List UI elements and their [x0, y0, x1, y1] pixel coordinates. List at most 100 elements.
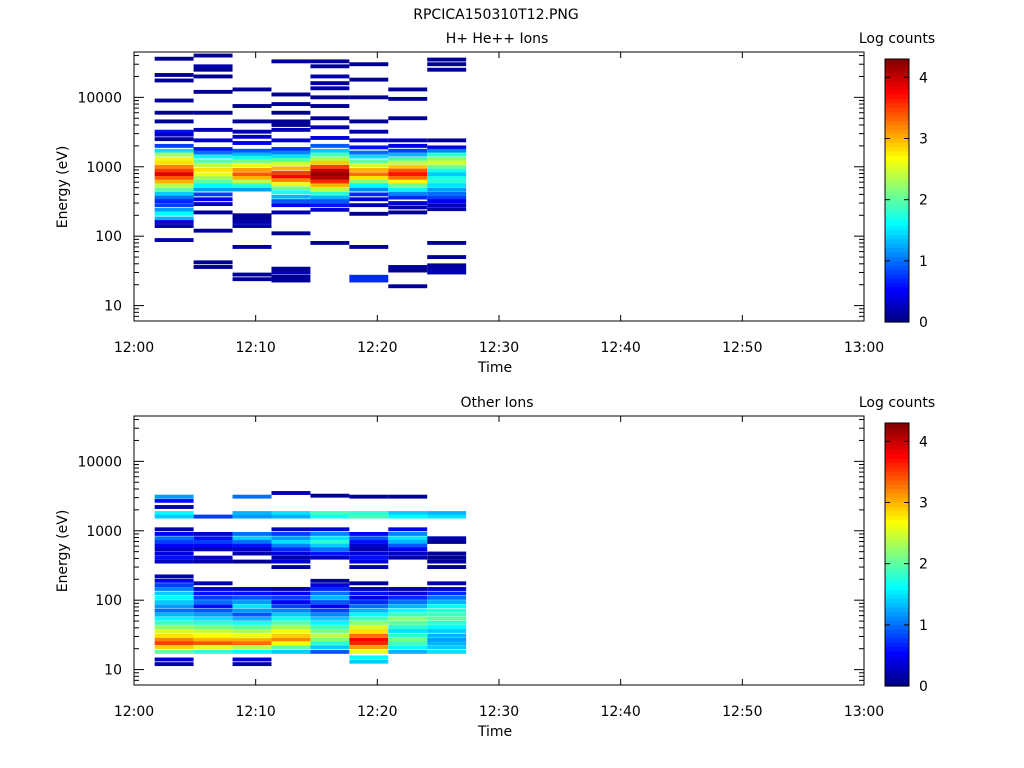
x-axis-label: Time	[477, 724, 512, 740]
spectrogram-cell	[271, 166, 311, 171]
colorbar-frame	[884, 58, 910, 323]
spectrogram-cell	[427, 587, 467, 591]
spectrogram-cell	[271, 600, 311, 604]
spectrogram-cell	[388, 649, 428, 654]
colorbar: 0 1 2 3 4	[884, 422, 928, 695]
spectrogram-cell	[388, 201, 428, 206]
colorbar-tick-label: 2	[919, 557, 928, 573]
spectrogram-cell	[310, 116, 350, 121]
panel-title: Other Ions	[460, 395, 533, 411]
spectrogram-cell	[427, 633, 467, 638]
spectrogram-cell	[193, 595, 233, 600]
spectrogram-cell	[310, 591, 350, 596]
spectrogram-cell	[388, 527, 428, 532]
spectrogram-cell	[388, 172, 428, 177]
spectrogram-cell	[154, 494, 194, 499]
spectrogram-cell	[388, 87, 428, 92]
spectrogram-cell	[271, 190, 311, 195]
spectrogram-cell	[154, 148, 194, 153]
spectrogram-cell	[193, 641, 233, 646]
spectrogram-cell	[154, 152, 194, 157]
spectrogram-cell	[193, 637, 233, 642]
spectrogram-cell	[427, 207, 467, 212]
colorbar-segment	[885, 142, 909, 148]
spectrogram-cell	[310, 59, 350, 64]
spectrogram-cell	[388, 494, 428, 499]
y-axis-label: Energy (eV)	[55, 510, 71, 593]
colorbar-segment	[885, 523, 909, 529]
spectrogram-cell	[154, 527, 194, 532]
colorbar-segment	[885, 501, 909, 507]
spectrogram-cell	[232, 148, 272, 153]
spectrogram-cell	[271, 158, 311, 162]
figure-title: RPCICA150310T12.PNG	[413, 7, 578, 23]
spectrogram-cell	[427, 152, 467, 157]
spectrogram-cell	[154, 203, 194, 208]
spectrogram-cell	[349, 655, 389, 660]
spectrogram-cell	[271, 547, 311, 552]
spectrogram-cell	[388, 625, 428, 630]
spectrogram-cell	[193, 633, 233, 638]
colorbar-segment	[885, 102, 909, 108]
colorbar: 0 1 2 3 4	[884, 58, 928, 331]
spectrogram-cell	[154, 199, 194, 204]
colorbar-segment	[885, 528, 909, 534]
spectrogram-cell	[271, 540, 311, 544]
colorbar-segment	[885, 664, 909, 670]
spectrogram-cell	[310, 493, 350, 498]
spectrogram-cell	[154, 56, 194, 61]
spectrogram-cell	[349, 555, 389, 560]
spectrogram-cell	[349, 659, 389, 664]
colorbar-segment	[885, 186, 909, 192]
spectrogram-cell	[349, 559, 389, 564]
colorbar-segment	[885, 563, 909, 569]
spectrogram-cell	[427, 164, 467, 169]
colorbar-segment	[885, 72, 909, 78]
colorbar-segment	[885, 567, 909, 573]
colorbar-segment	[885, 440, 909, 446]
spectrogram-cell	[310, 160, 350, 165]
x-tick-label: 13:00	[844, 340, 884, 356]
spectrogram-cell	[271, 199, 311, 204]
colorbar-label: Log counts	[859, 31, 935, 47]
colorbar-segment	[885, 453, 909, 459]
spectrogram-cell	[154, 662, 194, 667]
y-tick-label: 10	[104, 299, 122, 315]
spectrogram-cell	[232, 591, 272, 596]
spectrogram-cell	[427, 621, 467, 625]
spectrogram-cell	[271, 536, 311, 541]
spectrogram-cell	[310, 95, 350, 100]
spectrogram-cell	[310, 143, 350, 148]
colorbar-segment	[885, 506, 909, 512]
colorbar-segment	[885, 484, 909, 490]
spectrogram-cell	[232, 159, 272, 164]
spectrogram-cell	[193, 210, 233, 215]
spectrogram-cell	[154, 536, 194, 541]
spectrogram-cell	[193, 559, 233, 564]
spectrogram-cell	[232, 129, 272, 134]
spectrogram-cell	[232, 600, 272, 604]
colorbar-segment	[885, 572, 909, 578]
colorbar-segment	[885, 172, 909, 178]
spectrogram-cell	[193, 629, 233, 633]
spectrogram-cell	[193, 176, 233, 180]
y-tick-label: 100	[95, 229, 122, 245]
spectrogram-cell	[271, 102, 311, 107]
y-tick-label: 1000	[86, 524, 122, 540]
colorbar-segment	[885, 59, 909, 64]
spectrogram-cell	[349, 172, 389, 177]
spectrogram-cell	[154, 187, 194, 192]
spectrogram-cell	[271, 174, 311, 179]
spectrogram-cell	[154, 532, 194, 536]
spectrogram-cell	[154, 191, 194, 196]
spectrogram-cell	[427, 608, 467, 613]
spectrogram-cell	[271, 210, 311, 215]
colorbar-segment	[885, 471, 909, 477]
spectrogram-cell	[193, 616, 233, 621]
spectrogram-cell	[427, 179, 467, 184]
spectrogram-cell	[310, 148, 350, 153]
spectrogram-cell	[232, 494, 272, 499]
y-tick-label: 10	[104, 663, 122, 679]
spectrogram-cell	[427, 263, 467, 268]
